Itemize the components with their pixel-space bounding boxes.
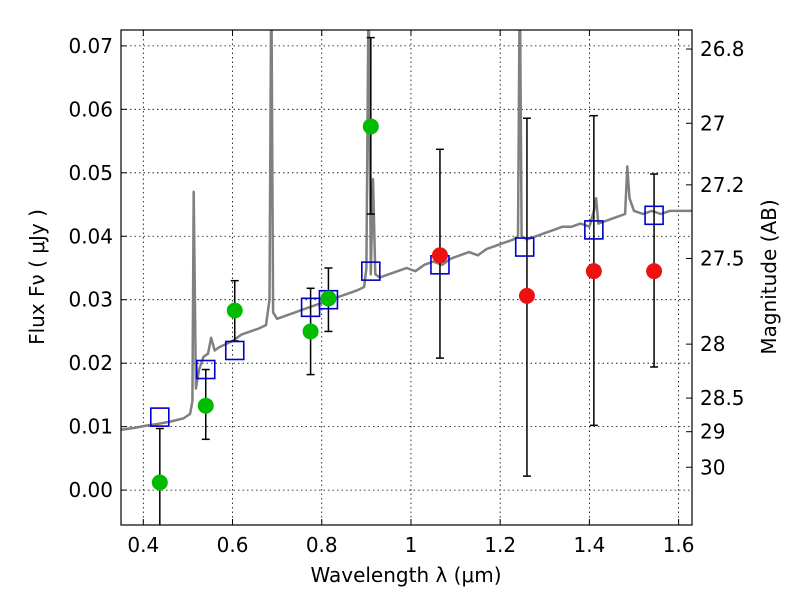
green-point <box>151 474 168 491</box>
red-point <box>646 263 663 280</box>
model-square <box>584 220 604 240</box>
mag-tick-label: 27 <box>700 111 725 135</box>
model-square <box>361 261 381 281</box>
green-point <box>320 290 337 307</box>
y2-axis-title: Magnitude (AB) <box>757 199 781 354</box>
model-square <box>150 407 170 427</box>
model-square <box>514 237 535 257</box>
red-point <box>518 287 535 304</box>
green-point <box>197 397 214 414</box>
axis-ticks <box>121 30 692 525</box>
y-tick-label: 0.00 <box>68 478 113 502</box>
plot-background <box>121 30 692 525</box>
y-tick-label: 0.05 <box>68 161 113 185</box>
x-tick-label: 1.2 <box>484 533 516 557</box>
y-tick-label: 0.04 <box>68 224 113 248</box>
red-point <box>585 263 602 280</box>
mag-tick-label: 28 <box>700 332 725 356</box>
y-tick-label: 0.03 <box>68 288 113 312</box>
data-layer <box>121 30 692 525</box>
model-square <box>195 359 216 380</box>
green-point <box>302 323 319 340</box>
model-square <box>644 205 664 226</box>
x-tick-label: 0.8 <box>306 533 338 557</box>
mag-tick-label: 30 <box>700 455 725 479</box>
x-tick-label: 1.6 <box>663 533 695 557</box>
y-tick-label: 0.06 <box>68 97 113 121</box>
green-point <box>362 118 379 135</box>
red-point <box>431 247 448 264</box>
tick-labels: 0.4 0.6 0.8 1 1.2 1.4 1.6 0.00 0.01 0.02 0.03 0.04 0… <box>68 34 744 557</box>
y-tick-label: 0.01 <box>68 415 113 439</box>
x-tick-label: 1 <box>405 533 418 557</box>
model-square <box>224 340 245 361</box>
y-tick-label: 0.07 <box>68 34 113 58</box>
mag-tick-label: 29 <box>700 420 725 444</box>
mag-tick-label: 28.5 <box>700 386 745 410</box>
y-axis-title: Flux Fν ( μJy ) <box>25 209 49 345</box>
plot-frame <box>120 29 693 526</box>
x-tick-label: 0.6 <box>217 533 249 557</box>
x-axis-title: Wavelength λ (μm) <box>310 563 501 587</box>
x-tick-label: 0.4 <box>127 533 159 557</box>
green-point <box>226 302 243 319</box>
grid-lines <box>121 30 692 525</box>
mag-tick-label: 27.5 <box>700 246 745 270</box>
y-tick-label: 0.02 <box>68 351 113 375</box>
mag-tick-label: 26.8 <box>700 37 745 61</box>
x-tick-label: 1.4 <box>573 533 605 557</box>
mag-tick-label: 27.2 <box>700 173 745 197</box>
